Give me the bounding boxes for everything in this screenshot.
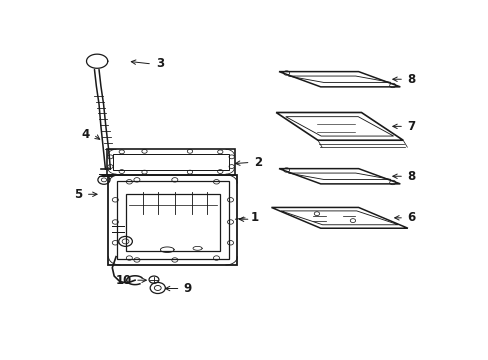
Text: 9: 9: [183, 282, 191, 295]
Text: 8: 8: [407, 73, 414, 86]
Text: 7: 7: [407, 120, 414, 133]
Text: 8: 8: [407, 170, 414, 183]
Text: 1: 1: [250, 211, 258, 224]
Text: 4: 4: [81, 128, 89, 141]
Text: 5: 5: [74, 188, 82, 201]
Text: 3: 3: [156, 58, 163, 71]
Text: 6: 6: [407, 211, 414, 224]
Text: 10: 10: [116, 274, 132, 287]
Text: 2: 2: [254, 156, 262, 169]
